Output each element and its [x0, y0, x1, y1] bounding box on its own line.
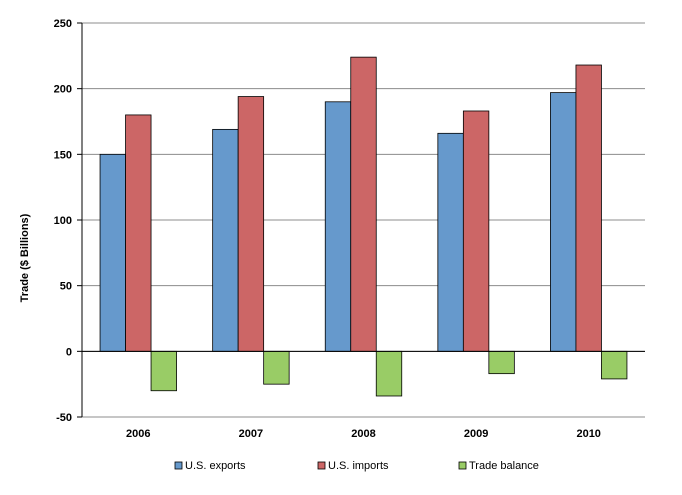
bar-u-s-exports-2009 — [437, 132, 464, 352]
x-tick-label: 2008 — [351, 428, 375, 440]
legend: U.S. exports U.S. imports Trade balance — [174, 460, 539, 472]
axes: -50 0 50 100 150 200 250 2006 2007 2008 2009 2010 — [54, 18, 645, 440]
y-axis-title: Trade ($ Billions) — [19, 213, 31, 302]
y-tick-label: 250 — [54, 18, 72, 30]
bar-trade-balance-2007 — [263, 350, 290, 385]
legend-swatch — [317, 461, 326, 470]
y-tick-label: 50 — [60, 281, 72, 293]
x-tick-label: 2006 — [126, 428, 150, 440]
bar-u-s-imports-2006 — [125, 114, 152, 352]
y-tick-label: -50 — [56, 412, 72, 424]
legend-label: U.S. exports — [185, 460, 246, 472]
bar-trade-balance-2006 — [150, 350, 177, 392]
bar-u-s-imports-2010 — [575, 64, 602, 352]
bar-u-s-imports-2009 — [462, 110, 490, 352]
y-tick-label: 200 — [54, 84, 72, 96]
bar-trade-balance-2008 — [375, 350, 403, 397]
legend-swatch — [174, 461, 183, 470]
bar-u-s-exports-2007 — [212, 128, 239, 352]
x-tick-label: 2007 — [239, 428, 263, 440]
bar-u-s-exports-2006 — [99, 153, 126, 352]
bar-u-s-exports-2010 — [550, 92, 577, 352]
bar-u-s-imports-2008 — [350, 56, 377, 352]
legend-swatch — [458, 461, 467, 470]
x-tick-label: 2009 — [464, 428, 488, 440]
y-tick-label: 0 — [66, 346, 72, 358]
y-tick-label: 150 — [54, 149, 72, 161]
legend-label: Trade balance — [469, 460, 539, 472]
legend-label: U.S. imports — [328, 460, 389, 472]
y-tick-label: 100 — [54, 215, 72, 227]
bars — [99, 56, 628, 397]
bar-trade-balance-2009 — [488, 350, 515, 375]
x-tick-label: 2010 — [576, 428, 600, 440]
bar-trade-balance-2010 — [601, 350, 628, 380]
bar-u-s-exports-2008 — [324, 101, 352, 352]
bar-u-s-imports-2007 — [237, 96, 265, 352]
